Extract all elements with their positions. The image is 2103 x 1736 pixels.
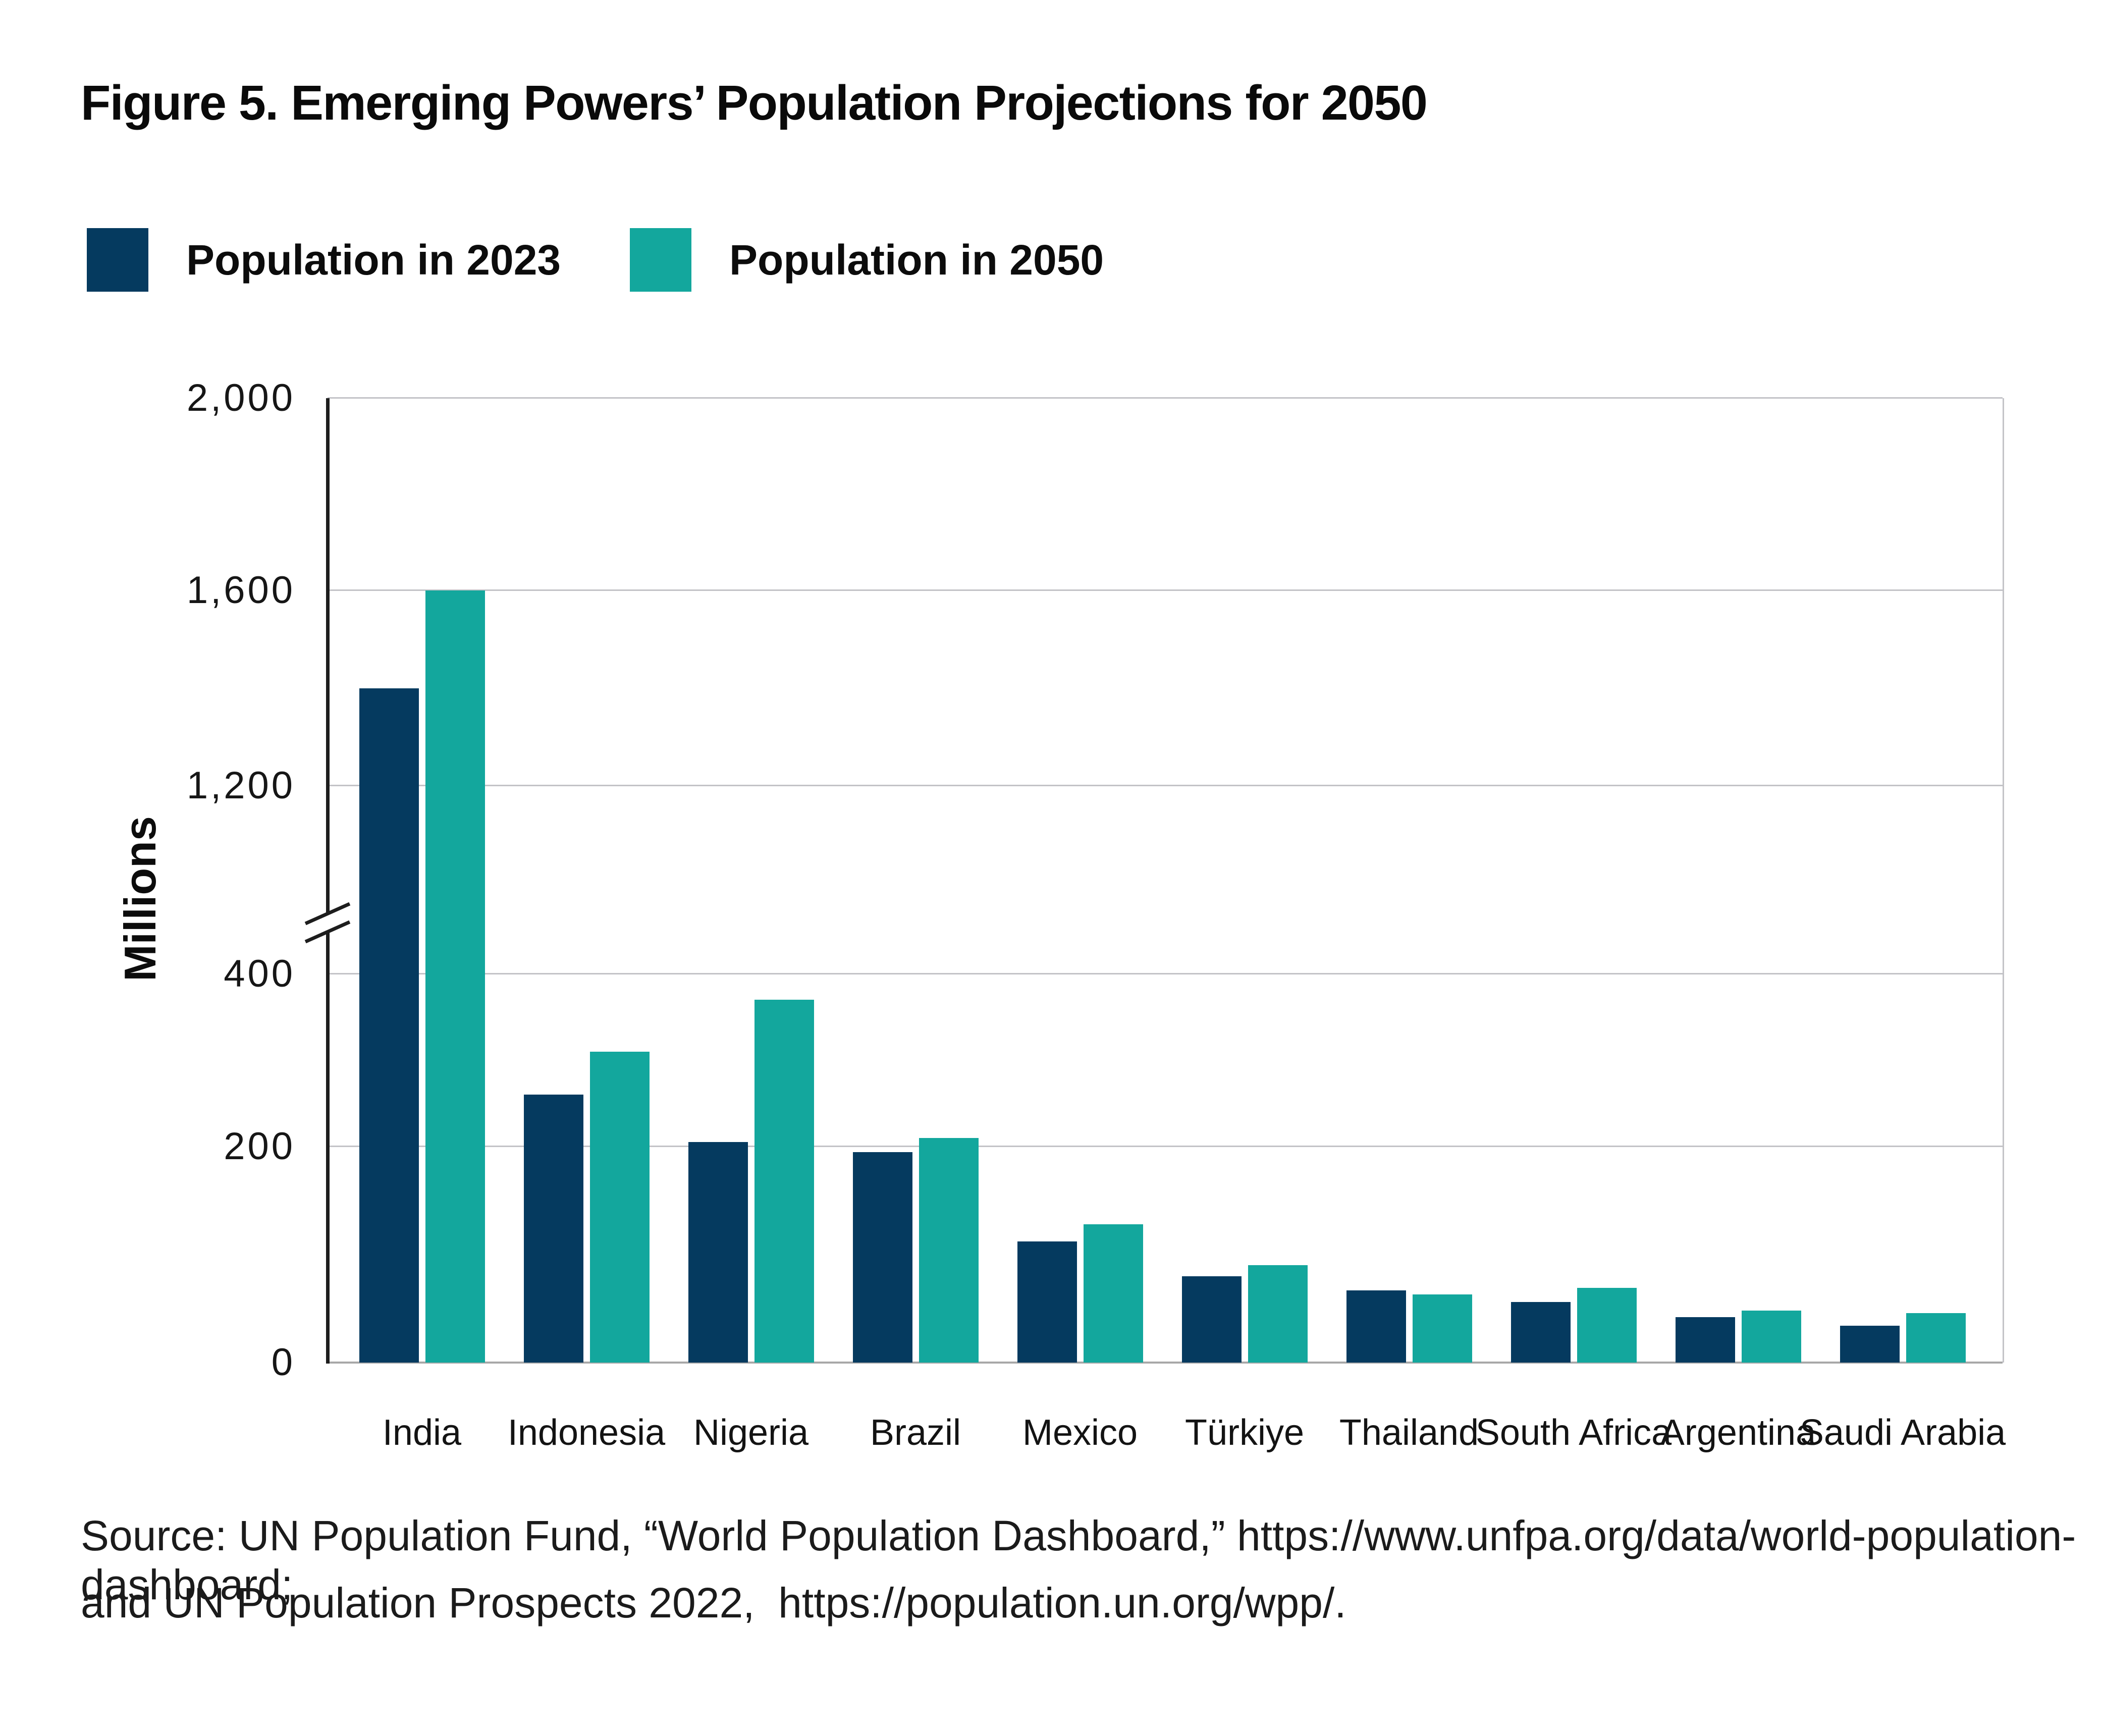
y-gridline: [328, 589, 2003, 591]
y-tick-label: 0: [271, 1341, 295, 1384]
x-category-label: Indonesia: [507, 1413, 666, 1453]
x-category-label: Türkiye: [1184, 1413, 1305, 1453]
source-text-line-1: Source: UN Population Fund, “World Popul…: [81, 1512, 2076, 1608]
y-axis-line-lower: [326, 933, 330, 1364]
bar-population-2023: [1511, 1302, 1571, 1363]
bar-population-2023: [852, 1152, 912, 1363]
bar-population-2050: [1412, 1294, 1472, 1363]
legend-swatch-2050: [630, 228, 691, 292]
y-axis-line-upper: [326, 398, 330, 914]
bar-population-2050: [1577, 1288, 1637, 1363]
x-category-label: Brazil: [870, 1413, 961, 1453]
x-category-label: South Africa: [1475, 1413, 1672, 1453]
bar-population-2023: [1840, 1326, 1900, 1363]
x-category-label: India: [382, 1413, 462, 1453]
y-gridline: [328, 973, 2003, 974]
x-category-label: Thailand: [1339, 1413, 1479, 1453]
bar-population-2023: [1346, 1290, 1406, 1363]
y-tick-label: 400: [224, 952, 295, 995]
bar-population-2023: [1675, 1317, 1735, 1363]
bar-population-2050: [1083, 1224, 1143, 1363]
bar-population-2050: [1906, 1313, 1966, 1363]
legend-item-2050: Population in 2050: [630, 228, 1104, 292]
bar-population-2023: [1181, 1276, 1242, 1363]
x-category-label: Argentina: [1660, 1413, 1816, 1453]
plot-right-border: [2003, 398, 2004, 1363]
y-tick-label: 1,600: [186, 569, 295, 612]
bar-population-2050: [425, 590, 485, 1363]
legend-item-2023: Population in 2023: [87, 228, 561, 292]
y-tick-label: 200: [224, 1125, 295, 1168]
legend-swatch-2023: [87, 228, 148, 292]
bar-population-2023: [359, 688, 419, 1363]
x-axis-baseline: [328, 1362, 2003, 1364]
legend-label-2050: Population in 2050: [729, 236, 1104, 284]
y-gridline: [328, 1146, 2003, 1147]
bar-population-2050: [1741, 1311, 1801, 1363]
y-tick-label: 2,000: [186, 376, 295, 419]
x-category-label: Mexico: [1022, 1413, 1138, 1453]
y-gridline: [328, 397, 2003, 399]
bar-population-2050: [919, 1137, 979, 1363]
bar-population-2023: [523, 1095, 583, 1363]
figure-title: Figure 5. Emerging Powers’ Population Pr…: [81, 75, 1428, 130]
x-category-label: Nigeria: [693, 1413, 809, 1453]
source-text-line-2: and UN Population Prospects 2022, https:…: [81, 1579, 1346, 1626]
legend-label-2023: Population in 2023: [186, 236, 561, 284]
x-category-label: Saudi Arabia: [1799, 1413, 2006, 1453]
bar-population-2050: [1248, 1265, 1308, 1363]
bar-population-2050: [754, 1000, 814, 1363]
bar-population-2023: [688, 1142, 748, 1363]
y-gridline: [328, 785, 2003, 786]
bar-population-2050: [589, 1051, 650, 1363]
y-tick-label: 1,200: [186, 764, 295, 807]
bar-population-2023: [1017, 1241, 1077, 1363]
